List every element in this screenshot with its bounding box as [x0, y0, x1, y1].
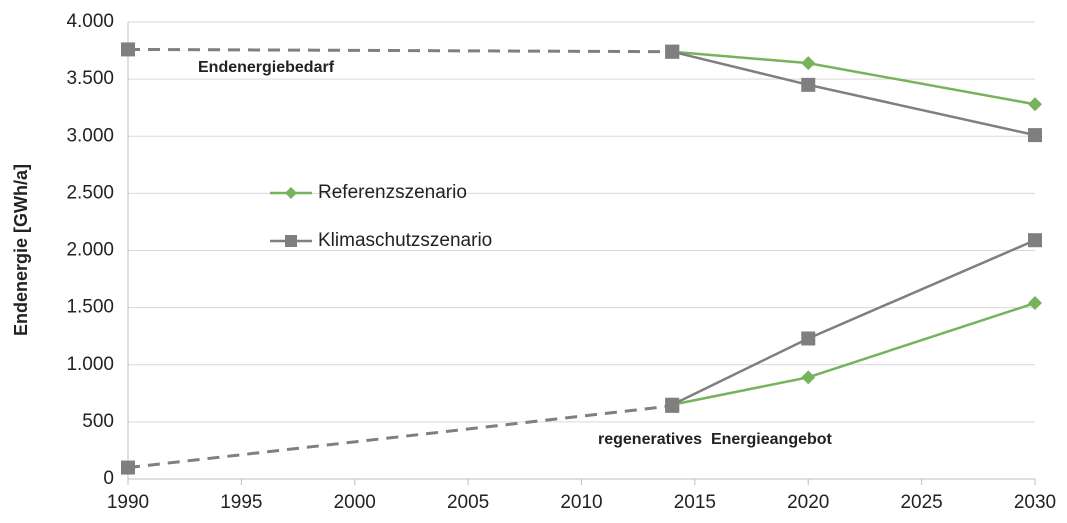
x-tick-label: 2030	[1014, 492, 1056, 513]
y-tick-label: 3.000	[66, 125, 114, 146]
y-tick-label: 1.000	[66, 354, 114, 375]
marker	[285, 187, 297, 199]
x-tick-label: 2010	[560, 492, 602, 513]
annotation: Endenergiebedarf	[198, 59, 335, 76]
x-tick-label: 2015	[674, 492, 716, 513]
x-tick-label: 2000	[334, 492, 376, 513]
line	[127, 47, 673, 54]
y-tick-label: 1.500	[66, 297, 114, 318]
marker	[1028, 296, 1042, 311]
marker	[801, 77, 816, 92]
marker	[801, 370, 816, 385]
marker	[285, 235, 297, 247]
marker	[1028, 97, 1042, 112]
x-tick-label: 2025	[900, 492, 942, 513]
marker	[121, 460, 135, 475]
x-tick-label: 1995	[220, 492, 262, 513]
y-axis-label: Endenergie [GWh/a]	[11, 164, 31, 336]
y-tick-label: 500	[82, 411, 114, 432]
x-tick-label: 2020	[787, 492, 829, 513]
legend-label: Klimaschutzszenario	[318, 230, 492, 251]
marker	[1028, 233, 1042, 248]
legend-label: Referenzszenario	[318, 182, 467, 203]
marker	[801, 331, 816, 346]
x-tick-label: 1990	[107, 492, 149, 513]
y-tick-label: 0	[103, 468, 114, 489]
line	[671, 239, 1036, 406]
marker	[1028, 128, 1042, 143]
y-tick-label: 2.000	[66, 240, 114, 261]
x-tick-label: 2005	[447, 492, 489, 513]
marker	[665, 44, 680, 59]
marker	[801, 56, 816, 71]
marker	[121, 42, 135, 57]
y-tick-label: 3.500	[66, 68, 114, 89]
y-tick-label: 2.500	[66, 182, 114, 203]
y-tick-label: 4.000	[66, 11, 114, 32]
line	[672, 50, 1036, 106]
annotation: regeneratives Energieangebot	[598, 431, 833, 448]
marker	[665, 397, 680, 412]
line	[127, 404, 673, 470]
